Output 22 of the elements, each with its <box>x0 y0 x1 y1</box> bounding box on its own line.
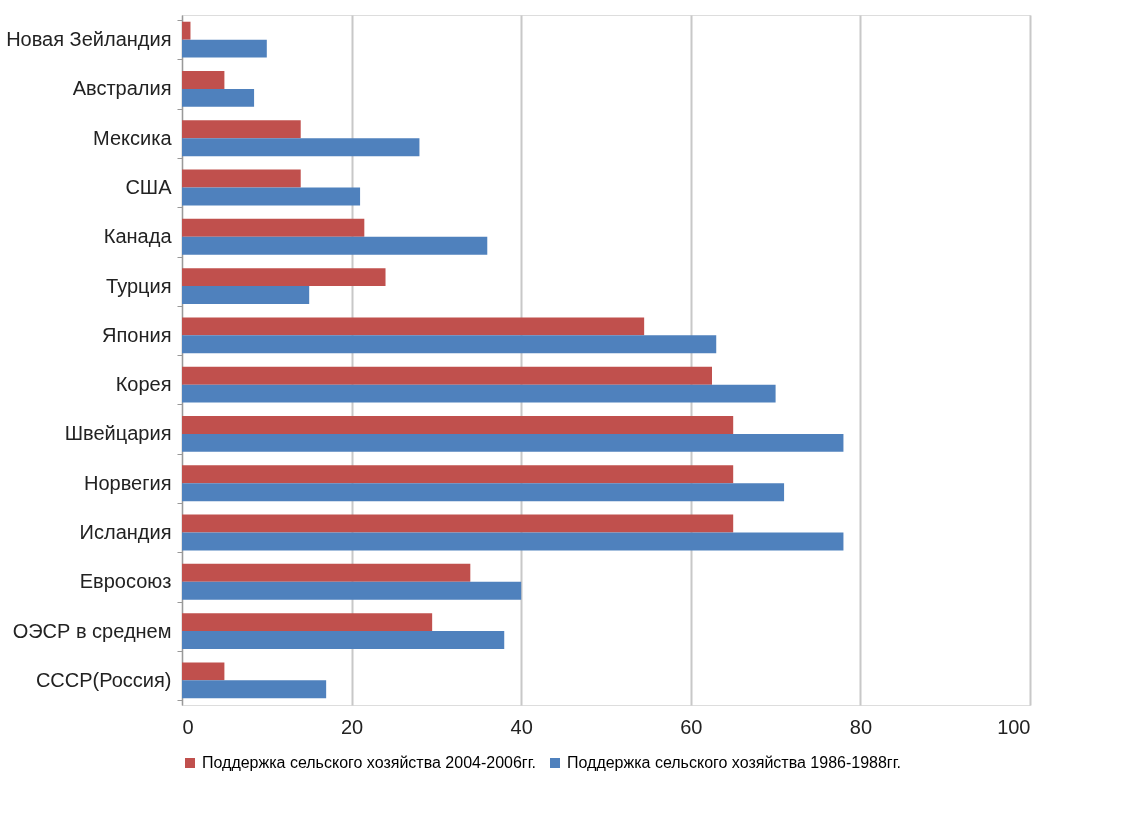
y-tick-label: Новая Зейландия <box>6 28 172 51</box>
y-tick-label: США <box>125 176 173 198</box>
x-tick-label: 20 <box>340 715 364 738</box>
x-tick-label: 60 <box>680 715 703 738</box>
y-tick-label: Швейцария <box>64 422 172 445</box>
y-tick-label: Австралия <box>72 77 172 100</box>
y-tick-label: Япония <box>102 323 172 346</box>
y-tick-label: Корея <box>115 373 172 396</box>
x-tick-label: 0 <box>182 715 194 738</box>
y-tick-label: СССР(Россия) <box>35 668 172 691</box>
y-tick-label: Мексика <box>93 126 173 149</box>
y-tick-label: Исландия <box>79 521 172 543</box>
y-tick-label: ОЭСР в среднем <box>12 619 172 642</box>
x-tick-label: 100 <box>997 715 1031 738</box>
y-tick-label: Евросоюз <box>79 570 172 593</box>
y-tick-label: Норвегия <box>83 471 172 494</box>
x-tick-label: 80 <box>849 715 873 738</box>
x-tick-label: 40 <box>510 715 533 738</box>
legend-label: Поддержка сельского хозяйства 2004-2006гг. <box>202 754 537 771</box>
legend-label: Поддержка сельского хозяйства 1986-1988гг. <box>567 754 902 771</box>
y-tick-label: Турция <box>106 274 172 297</box>
y-tick-label: Канада <box>103 225 173 248</box>
